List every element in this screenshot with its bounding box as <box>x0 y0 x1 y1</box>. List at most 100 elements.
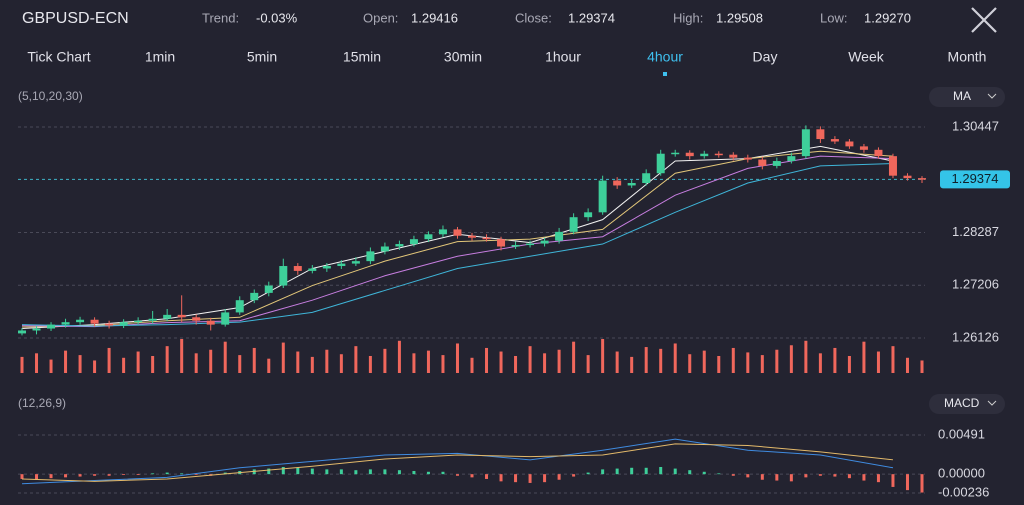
candle-body <box>830 139 839 142</box>
tab[interactable]: 4hour <box>647 49 683 65</box>
macd-dropdown[interactable] <box>929 394 1005 414</box>
tab[interactable]: 1min <box>145 49 175 65</box>
volume-bar <box>920 360 924 373</box>
tab[interactable]: 5min <box>247 49 277 65</box>
close-label: Close: <box>515 10 552 25</box>
macd-bar <box>659 466 663 475</box>
low-label: Low: <box>820 10 847 25</box>
macd-bar <box>615 468 619 475</box>
volume-bar <box>310 356 314 373</box>
macd-bar <box>818 474 822 476</box>
volume-bar <box>194 353 198 373</box>
candle-body <box>685 152 694 157</box>
tab[interactable]: Day <box>753 49 778 65</box>
macd-bar <box>20 474 24 479</box>
volume-bar <box>252 347 256 373</box>
macd-bar <box>339 469 343 475</box>
volume-bar <box>354 346 358 373</box>
macd-tick-label: -0.00236 <box>938 484 989 499</box>
macd-bar <box>485 474 489 479</box>
macd-bar <box>180 473 184 475</box>
volume-bar <box>368 356 372 373</box>
candle-body <box>395 244 404 247</box>
macd-bar <box>543 474 547 483</box>
volume-bar <box>122 357 126 373</box>
candle-body <box>584 212 593 218</box>
macd-bar <box>760 474 764 480</box>
candle-body <box>859 146 868 150</box>
tab[interactable]: Month <box>948 49 987 65</box>
candle-body <box>409 239 418 245</box>
candle-body <box>424 234 433 240</box>
candle-body <box>714 153 723 156</box>
volume-bar <box>804 340 808 373</box>
volume-bar <box>281 342 285 373</box>
candle-body <box>758 159 767 166</box>
candle-body <box>613 180 622 186</box>
macd-bar <box>905 474 909 491</box>
candle-body <box>105 323 114 326</box>
open-value: 1.29416 <box>411 10 458 25</box>
active-indicator <box>663 72 667 76</box>
macd-bar <box>296 467 300 475</box>
candle-body <box>468 235 476 238</box>
macd-tick-label: 0.00000 <box>938 466 985 481</box>
candle-body <box>497 239 506 247</box>
macd-bar <box>122 474 126 475</box>
candle-body <box>772 161 781 166</box>
trend-label: Trend: <box>202 10 239 25</box>
macd-bar <box>165 472 169 475</box>
y-tick-label: 1.30447 <box>952 118 999 133</box>
candle-body <box>845 141 854 147</box>
macd-bar <box>325 469 329 475</box>
volume-bar <box>470 357 474 373</box>
volume-bar <box>339 354 343 373</box>
candle-body <box>192 317 201 321</box>
chevron <box>987 400 997 406</box>
candle-body <box>322 266 331 269</box>
candle-body <box>366 251 375 262</box>
volume-bar <box>702 350 706 373</box>
candle-body <box>119 322 128 326</box>
tab[interactable]: 30min <box>444 49 482 65</box>
volume-bar <box>876 351 880 373</box>
candle-body <box>569 217 578 232</box>
macd-bar <box>702 471 706 475</box>
macd-bar <box>426 471 430 475</box>
candle-body <box>90 319 99 324</box>
volume-bar <box>746 352 750 373</box>
volume-bar <box>557 349 561 373</box>
volume-bar <box>818 353 822 373</box>
ma-dropdown[interactable] <box>929 87 1005 107</box>
price-chart: 1.30447 1.28287 1.27206 1.26126 1.29374 0.004… <box>18 118 1010 499</box>
close-button[interactable] <box>971 7 997 33</box>
candle-body <box>787 156 796 162</box>
volume-bar <box>238 355 242 373</box>
macd-line <box>21 443 894 482</box>
candle-body <box>656 153 665 174</box>
macd-bar <box>876 474 880 483</box>
tab[interactable]: 15min <box>343 49 381 65</box>
candle-body <box>264 285 273 293</box>
tab[interactable]: Week <box>848 49 885 65</box>
candle-body <box>540 240 549 244</box>
volume-bar <box>833 347 837 373</box>
candle-body <box>816 129 825 140</box>
volume-bar <box>586 355 590 373</box>
candle-body <box>308 268 317 271</box>
volume-bar <box>905 357 909 373</box>
candle-body <box>134 320 143 323</box>
volume-bar <box>267 358 271 373</box>
ma-dropdown-label: MA <box>953 89 971 103</box>
tab[interactable]: 1hour <box>545 49 581 65</box>
tab[interactable]: Tick Chart <box>27 49 90 65</box>
candle-body <box>526 243 535 246</box>
y-tick-label: 1.26126 <box>952 329 999 344</box>
volume-bar <box>630 356 634 373</box>
candle-body <box>482 237 491 240</box>
macd-bar <box>557 474 561 480</box>
header: GBPUSD-ECN Trend: -0.03% Open: 1.29416 C… <box>22 7 997 33</box>
candle-body <box>671 152 680 155</box>
